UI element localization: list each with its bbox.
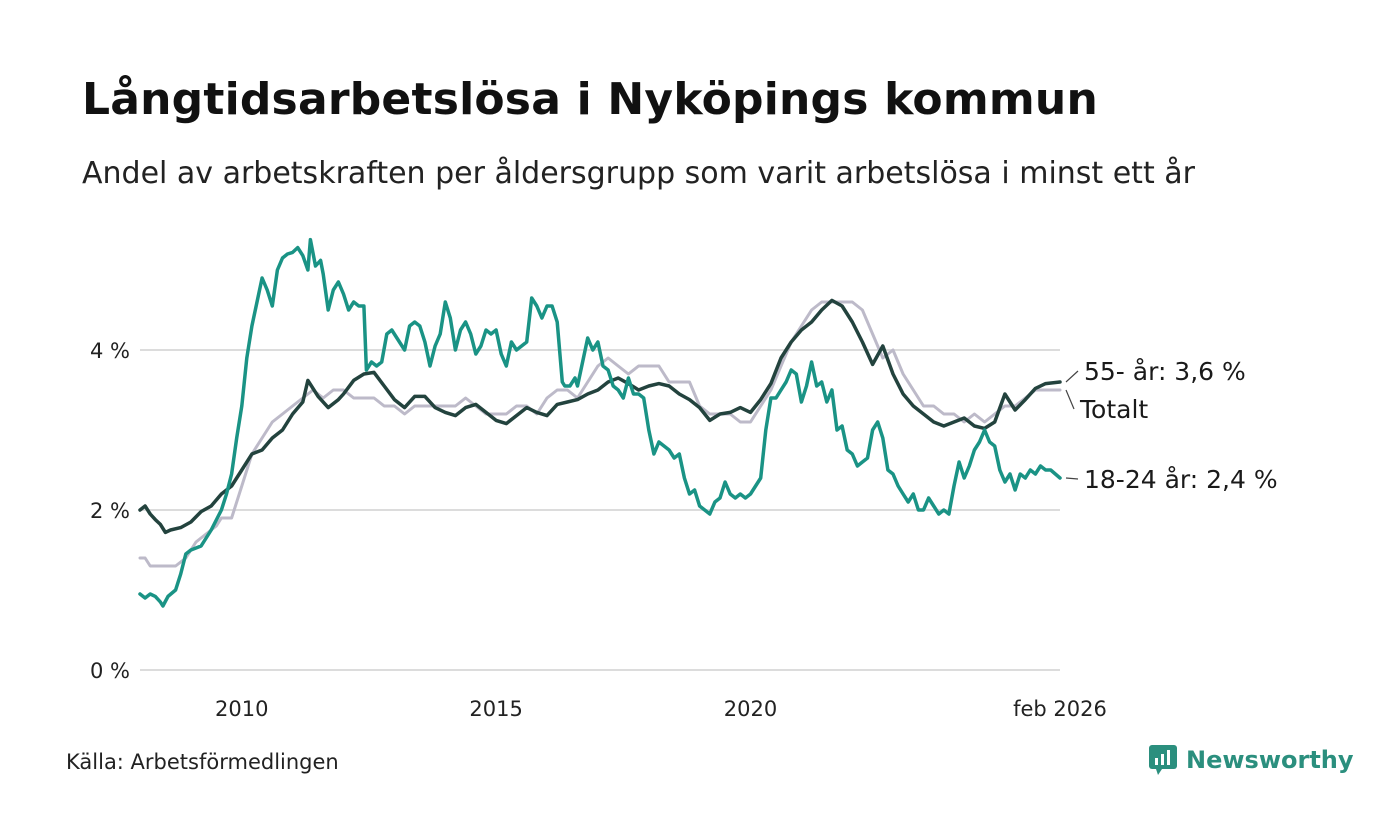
brand-name: Newsworthy	[1186, 746, 1354, 774]
series-label-old: 55- år: 3,6 %	[1084, 357, 1246, 386]
x-tick-label: feb 2026	[1013, 697, 1107, 721]
series-label-total: Totalt	[1079, 395, 1148, 424]
series-label-young: 18-24 år: 2,4 %	[1084, 465, 1278, 494]
chart-subtitle: Andel av arbetskraften per åldersgrupp s…	[82, 156, 1195, 191]
series-line-old	[138, 298, 1062, 535]
y-tick-label: 0 %	[90, 659, 130, 683]
x-tick-label: 2010	[215, 697, 268, 721]
series-line-young	[138, 237, 1062, 608]
source-note: Källa: Arbetsförmedlingen	[66, 750, 339, 774]
newsworthy-logo-icon	[1149, 745, 1177, 775]
brand-logo: Newsworthy	[1148, 744, 1354, 776]
label-leader-young	[1065, 477, 1079, 480]
y-tick-label: 2 %	[90, 499, 130, 523]
x-tick-label: 2020	[724, 697, 777, 721]
label-leader-total	[1065, 389, 1075, 410]
y-tick-label: 4 %	[90, 339, 130, 363]
page-title: Långtidsarbetslösa i Nyköpings kommun	[82, 74, 1098, 125]
label-leader-old	[1065, 370, 1079, 383]
x-tick-label: 2015	[469, 697, 522, 721]
series-line-total	[138, 300, 1062, 568]
